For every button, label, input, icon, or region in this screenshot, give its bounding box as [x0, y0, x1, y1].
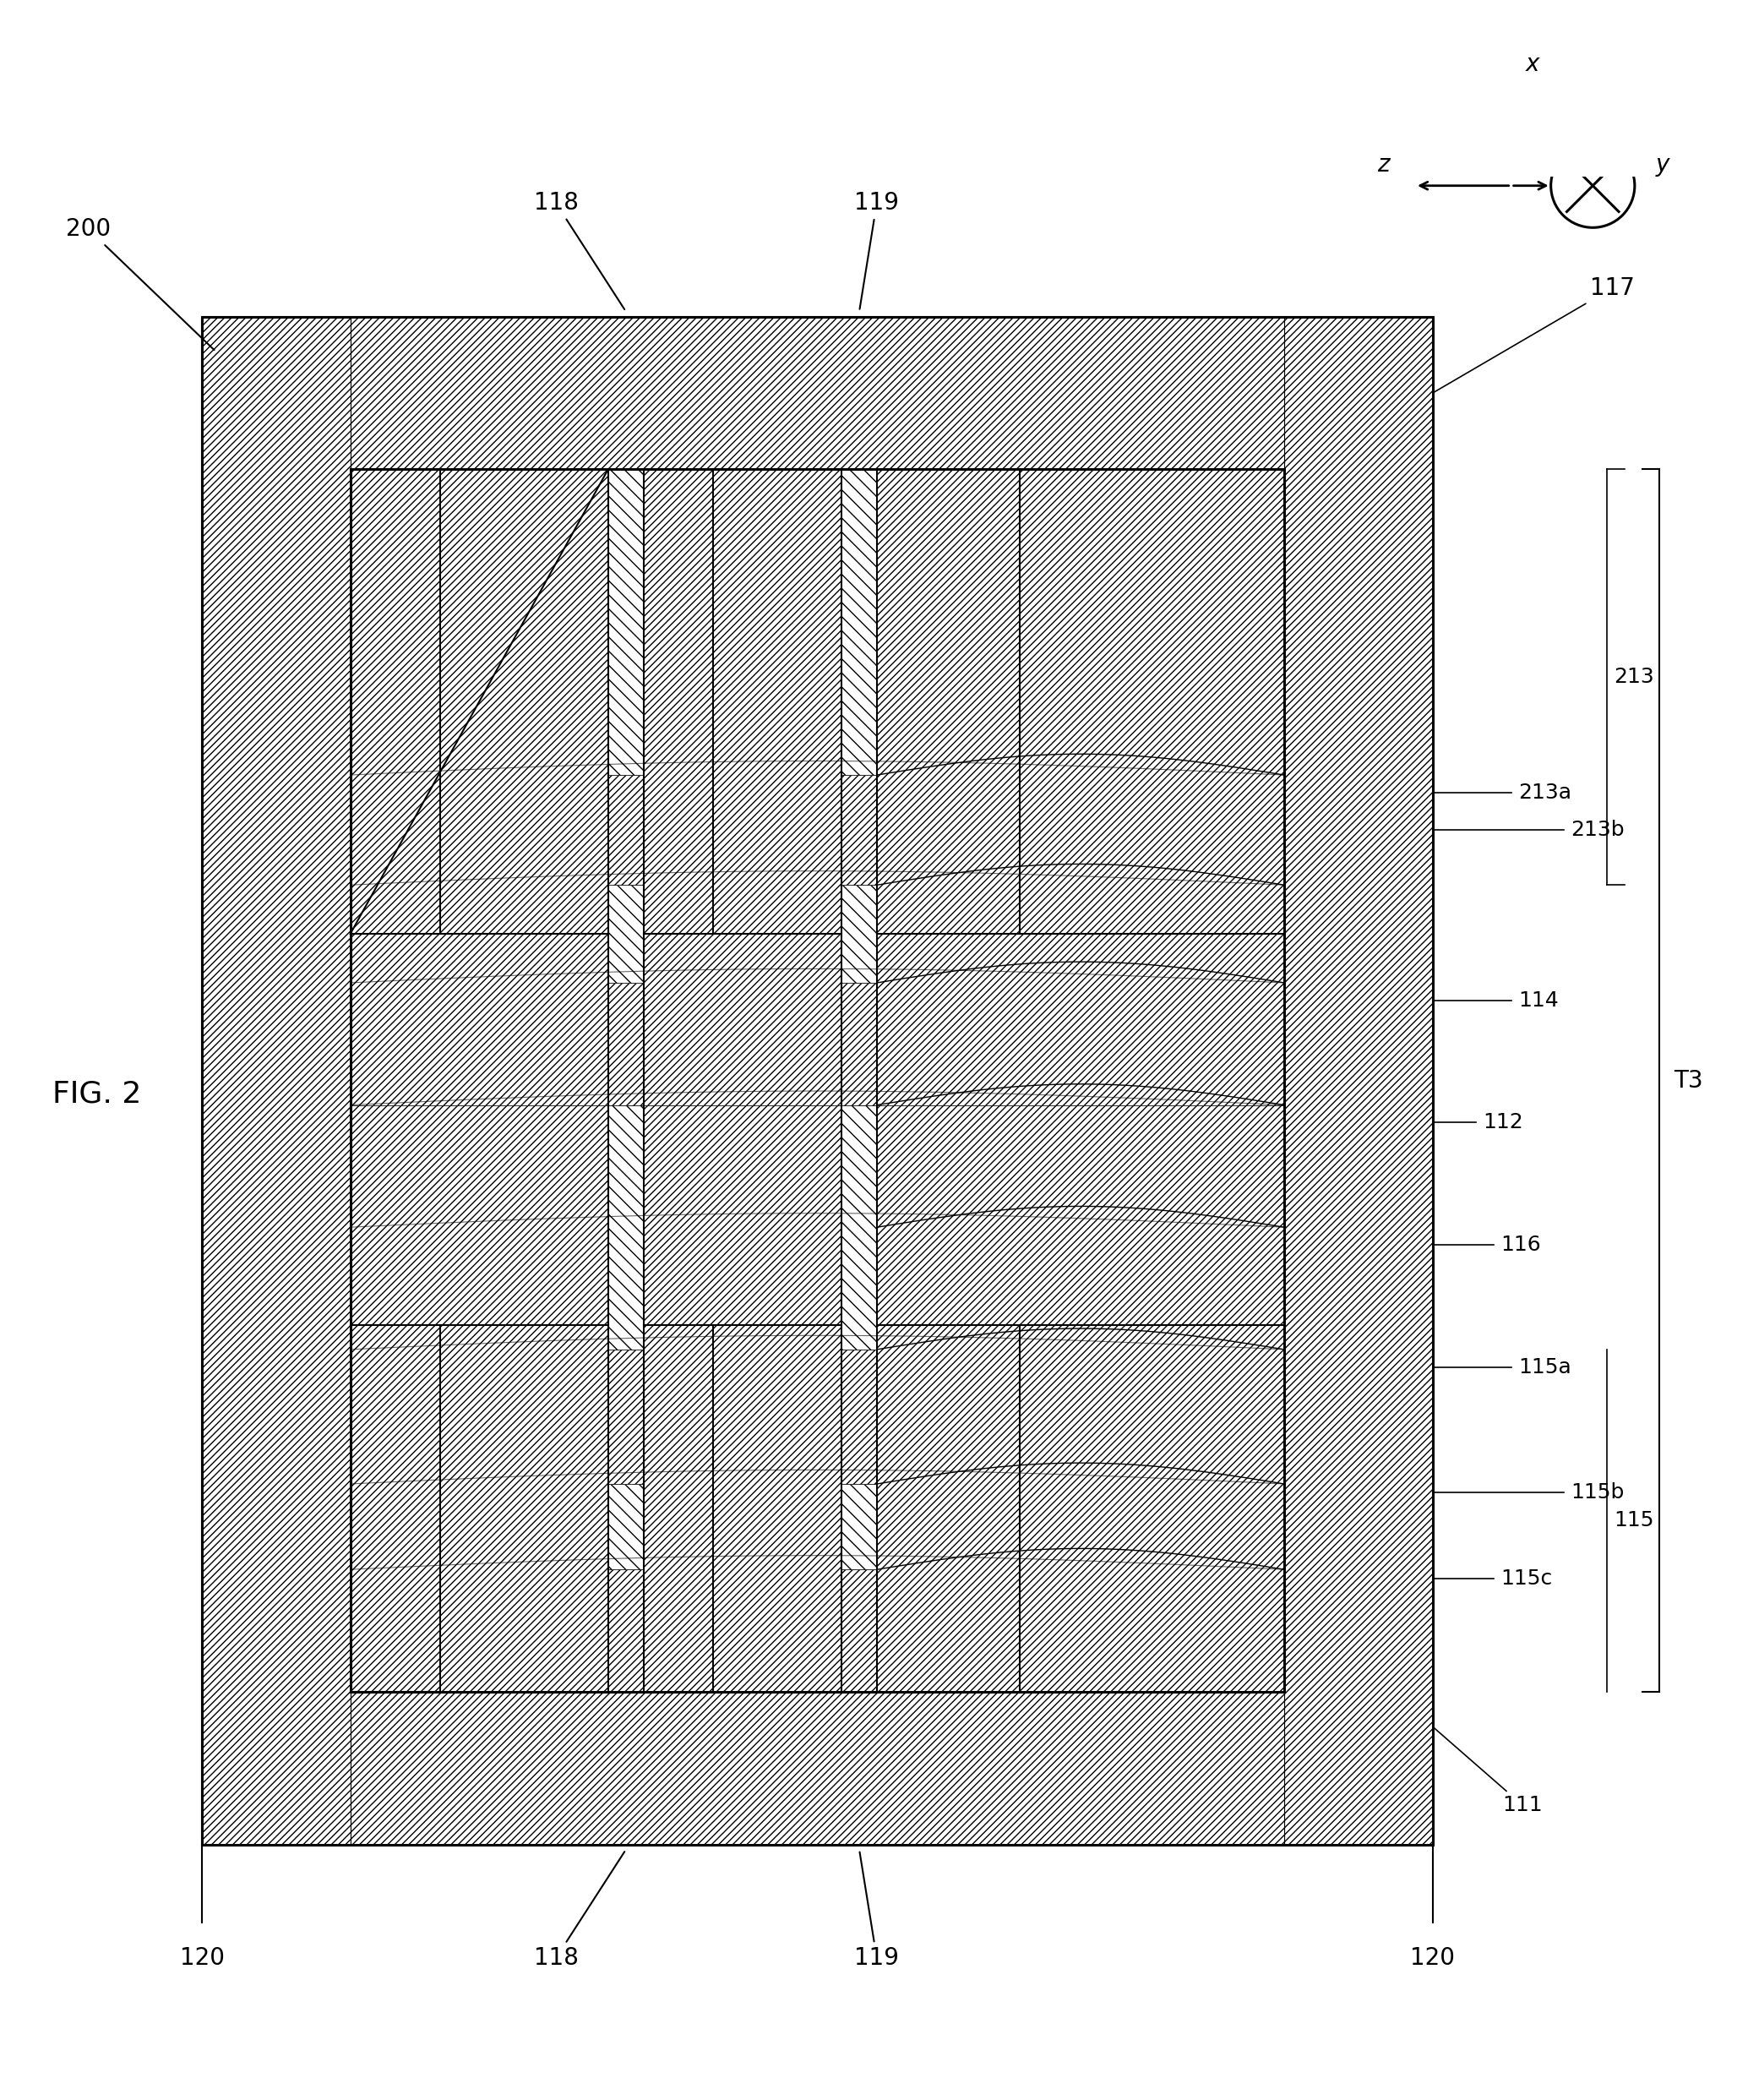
Text: 120: 120: [180, 1947, 224, 1970]
Polygon shape: [203, 317, 1433, 1844]
Text: 213a: 213a: [1519, 783, 1571, 802]
Polygon shape: [841, 1485, 877, 1569]
Polygon shape: [841, 884, 877, 983]
Text: x: x: [1526, 52, 1538, 76]
Polygon shape: [841, 775, 877, 884]
Text: y: y: [1655, 153, 1669, 176]
Text: T3: T3: [1673, 1069, 1703, 1092]
Text: 112: 112: [1484, 1113, 1524, 1132]
Text: 115c: 115c: [1502, 1569, 1552, 1588]
Polygon shape: [350, 1693, 1285, 1844]
Text: 114: 114: [1519, 989, 1559, 1010]
Polygon shape: [608, 470, 643, 775]
Text: 119: 119: [855, 1852, 898, 1970]
Text: 119: 119: [855, 191, 898, 309]
Polygon shape: [1285, 317, 1433, 1844]
Polygon shape: [350, 470, 1285, 1693]
Text: 111: 111: [1435, 1728, 1543, 1814]
Polygon shape: [608, 1485, 643, 1569]
Text: z: z: [1377, 153, 1390, 176]
Polygon shape: [608, 1350, 643, 1485]
Text: 213: 213: [1613, 668, 1655, 687]
Text: 115a: 115a: [1519, 1357, 1571, 1378]
Text: 118: 118: [533, 191, 624, 309]
Polygon shape: [203, 317, 350, 1844]
Polygon shape: [608, 983, 643, 1105]
Polygon shape: [608, 775, 643, 884]
Polygon shape: [608, 884, 643, 983]
Polygon shape: [841, 1350, 877, 1485]
Text: 117: 117: [1435, 277, 1634, 393]
Polygon shape: [608, 1569, 643, 1693]
Polygon shape: [841, 1569, 877, 1693]
Text: 116: 116: [1502, 1235, 1542, 1256]
Text: 118: 118: [533, 1852, 624, 1970]
Text: 120: 120: [1411, 1947, 1454, 1970]
Text: 200: 200: [66, 218, 215, 351]
Text: 115: 115: [1613, 1510, 1654, 1531]
Polygon shape: [841, 470, 877, 775]
Text: 213b: 213b: [1570, 819, 1624, 840]
Polygon shape: [841, 1105, 877, 1350]
Polygon shape: [350, 470, 1285, 1105]
Polygon shape: [350, 1105, 1285, 1693]
Polygon shape: [350, 317, 1285, 470]
Text: 115b: 115b: [1570, 1483, 1624, 1504]
Polygon shape: [608, 1105, 643, 1350]
Text: FIG. 2: FIG. 2: [52, 1079, 142, 1109]
Polygon shape: [841, 983, 877, 1105]
